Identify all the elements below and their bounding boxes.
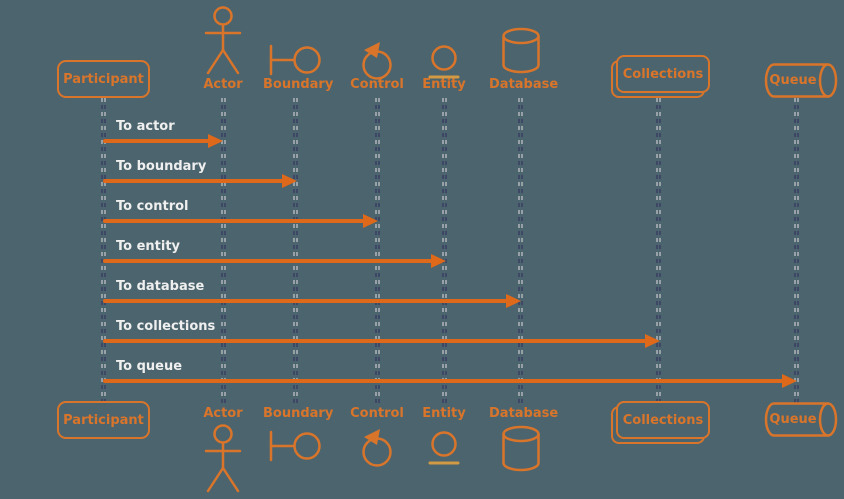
control-label: Control <box>350 406 404 421</box>
actor-label: Actor <box>203 406 243 421</box>
message-arrow-line <box>103 139 209 143</box>
collections-label: Collections <box>622 66 704 82</box>
message-arrow-head <box>431 254 446 268</box>
collections-box-bottom: Collections <box>616 401 710 439</box>
entity-label: Entity <box>422 406 466 421</box>
message-arrow-head <box>645 334 660 348</box>
database-icon <box>501 27 541 74</box>
message-label: To queue <box>116 359 183 374</box>
entity-icon <box>428 44 460 80</box>
message-arrow-head <box>282 174 297 188</box>
message-label: To database <box>116 279 205 294</box>
participant-box-top: Participant <box>57 60 150 98</box>
message-arrow-line <box>103 259 432 263</box>
message-label: To collections <box>116 319 216 334</box>
lifeline-database <box>518 98 523 403</box>
message-arrow-line <box>103 379 783 383</box>
boundary-label: Boundary <box>263 77 334 92</box>
entity-label: Entity <box>422 77 466 92</box>
message-label: To boundary <box>116 159 207 174</box>
lifeline-queue <box>794 98 799 403</box>
collections-box-top: Collections <box>616 55 710 93</box>
message-arrow-head <box>363 214 378 228</box>
boundary-icon <box>268 44 322 76</box>
message-arrow-line <box>103 299 507 303</box>
lifeline-collections <box>656 98 661 403</box>
boundary-icon <box>268 430 322 462</box>
collections-label: Collections <box>622 412 704 428</box>
message-arrow-line <box>103 219 364 223</box>
message-arrow-head <box>506 294 521 308</box>
participant-label: Participant <box>63 71 144 87</box>
lifeline-actor <box>221 98 226 403</box>
actor-icon <box>203 6 243 76</box>
message-arrow-head <box>782 374 797 388</box>
control-label: Control <box>350 77 404 92</box>
queue-label: Queue <box>769 412 817 427</box>
queue-label: Queue <box>769 73 817 88</box>
actor-label: Actor <box>203 77 243 92</box>
lifeline-boundary <box>293 98 298 403</box>
message-label: To entity <box>116 239 181 254</box>
database-label: Database <box>489 77 559 92</box>
control-icon <box>360 428 394 468</box>
database-label: Database <box>489 406 559 421</box>
boundary-label: Boundary <box>263 406 334 421</box>
participant-box-bottom: Participant <box>57 401 150 439</box>
participant-label: Participant <box>63 412 144 428</box>
message-label: To control <box>116 199 189 214</box>
message-arrow-line <box>103 179 283 183</box>
queue-icon <box>760 401 839 439</box>
message-label: To actor <box>116 119 175 134</box>
message-arrow-head <box>208 134 223 148</box>
queue-icon <box>760 62 839 100</box>
lifeline-entity <box>442 98 447 403</box>
lifeline-control <box>375 98 380 403</box>
control-icon <box>360 41 394 81</box>
lifeline-participant <box>101 98 106 403</box>
entity-icon <box>428 430 460 466</box>
message-arrow-line <box>103 339 646 343</box>
actor-icon <box>203 424 243 494</box>
database-icon <box>501 425 541 472</box>
